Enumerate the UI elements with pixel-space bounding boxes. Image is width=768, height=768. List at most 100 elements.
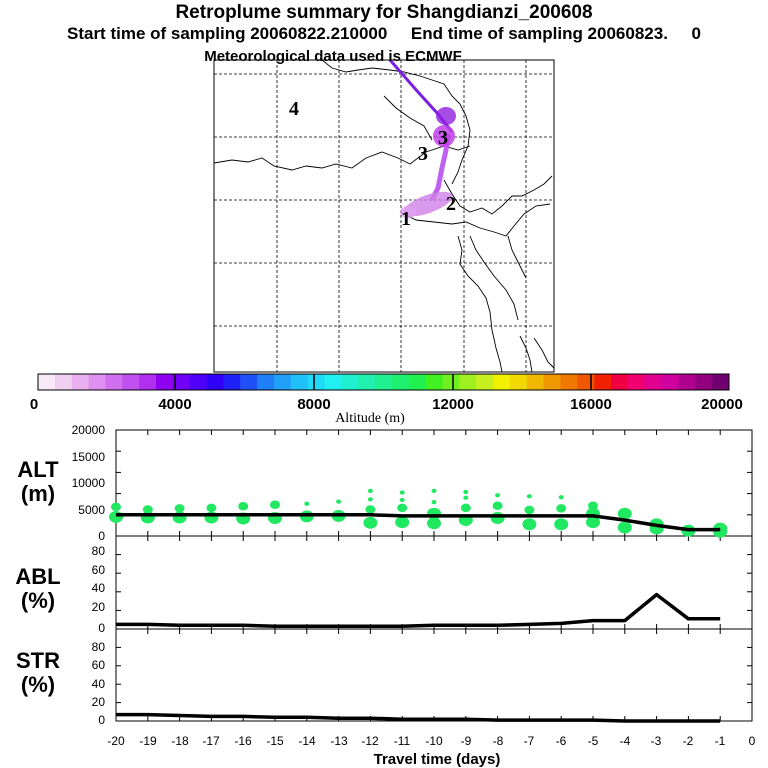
alt-ytick-20000: 20000 (72, 423, 106, 437)
colorbar-swatch (526, 374, 545, 390)
alt-ytick-0: 0 (98, 529, 105, 543)
colorbar-swatch (678, 374, 696, 390)
abl-ytick-0: 0 (98, 621, 105, 635)
colorbar-swatch (509, 374, 528, 390)
colorbar-title: Altitude (m) (335, 411, 405, 426)
colorbar-swatch (122, 374, 140, 390)
alt-scatter-point (492, 501, 503, 511)
axis-tick-marks (115, 430, 753, 721)
str-ytick-80: 80 (92, 640, 106, 654)
alt-panel-label: ALT (17, 457, 59, 482)
colorbar-swatch (442, 374, 460, 390)
abl-plot-frame (115, 535, 753, 630)
alt-scatter-point (427, 507, 441, 520)
abl-panel-label: ABL (15, 564, 60, 589)
colorbar-swatch (493, 374, 511, 390)
str-panel-unit: (%) (21, 672, 55, 697)
alt-scatter-point (522, 518, 537, 531)
xtick-minus-1: -1 (715, 734, 726, 748)
alt-scatter-point (617, 507, 632, 520)
xtick-minus-15: -15 (266, 734, 284, 748)
alt-ytick-15000: 15000 (72, 450, 106, 464)
x-axis-label: Travel time (days) (374, 751, 501, 768)
alt-scatter-point (367, 488, 373, 494)
xtick-minus-11: -11 (394, 734, 411, 748)
alt-scatter-point (270, 500, 280, 509)
map-frame (213, 59, 555, 373)
str-line (116, 712, 721, 723)
str-ytick-40: 40 (92, 677, 106, 691)
colorbar-swatch (240, 374, 258, 390)
chart-title: Retroplume summary for Shangdianzi_20060… (175, 2, 593, 23)
colorbar-tick-4000: 4000 (158, 396, 191, 413)
alt-scatter-point (617, 521, 632, 534)
plume-cluster-3 (433, 125, 455, 147)
map-label-1: 1 (401, 208, 411, 230)
abl-ytick-20: 20 (92, 600, 106, 614)
colorbar-swatch (476, 374, 494, 390)
xtick-minus-4: -4 (620, 734, 631, 748)
xtick-minus-12: -12 (361, 734, 379, 748)
colorbar-swatch (543, 374, 561, 390)
alt-scatter-point (463, 489, 469, 495)
xtick-minus-2: -2 (683, 734, 694, 748)
colorbar-swatch (594, 374, 612, 390)
alt-scatter-point (174, 504, 185, 513)
alt-scatter-point (431, 499, 437, 505)
abl-ytick-80: 80 (92, 544, 106, 558)
alt-scatter-point (554, 518, 569, 531)
str-ytick-0: 0 (98, 713, 105, 727)
map-label-2: 2 (446, 193, 456, 215)
alt-scatter-point (558, 495, 564, 500)
xtick-minus-3: -3 (651, 734, 662, 748)
alt-scatter-point (427, 517, 441, 530)
alt-ytick-5000: 5000 (78, 503, 105, 517)
colorbar-ticks: 0 4000 8000 12000 16000 20000 Altitude (… (30, 396, 743, 426)
colorbar-tick-0: 0 (30, 396, 38, 413)
colorbar-swatch (139, 374, 157, 390)
alt-panel-unit: (m) (21, 481, 55, 506)
sampling-times: Start time of sampling 20060822.210000 E… (66, 24, 701, 43)
str-series (116, 712, 721, 723)
alt-scatter-point (526, 494, 532, 499)
colorbar-swatch (577, 374, 595, 390)
alt-mean-series (116, 513, 721, 532)
xtick-minus-9: -9 (461, 734, 472, 748)
str-plot-frame (115, 628, 753, 722)
colorbar-swatch (54, 374, 73, 390)
xtick-minus-8: -8 (493, 734, 504, 748)
colorbar-swatch (172, 374, 191, 390)
xtick-minus-10: -10 (425, 734, 443, 748)
xtick-minus-19: -19 (139, 734, 157, 748)
xtick-minus-20: -20 (107, 734, 125, 748)
colorbar-swatch (206, 374, 224, 390)
colorbar-swatch (71, 374, 89, 390)
alt-scatter-point (397, 503, 408, 513)
colorbar-swatch (627, 374, 646, 390)
alt-ytick-10000: 10000 (72, 476, 106, 490)
colorbar-tick-20000: 20000 (701, 396, 743, 413)
xtick-minus-16: -16 (234, 734, 252, 748)
xtick-minus-5: -5 (588, 734, 599, 748)
xtick-0: 0 (749, 734, 756, 748)
alt-scatter-point (588, 501, 598, 511)
abl-panel-unit: (%) (21, 588, 55, 613)
alt-scatter-point (304, 501, 310, 506)
abl-line (116, 592, 721, 628)
plume-cluster-1 (400, 206, 416, 218)
colorbar-swatch (408, 374, 427, 390)
colorbar-swatch (391, 374, 410, 390)
map-borders (213, 59, 555, 373)
xtick-minus-6: -6 (556, 734, 567, 748)
alt-scatter-point (142, 505, 153, 514)
colorbar-swatch (661, 374, 679, 390)
alt-scatter-point (336, 499, 342, 504)
met-data-source: Meteorological data used is ECMWF (204, 48, 462, 65)
alt-scatter-point (399, 490, 405, 495)
alt-mean-line (116, 513, 721, 532)
xtick-minus-14: -14 (298, 734, 316, 748)
alt-scatter-point (363, 516, 378, 529)
map-label-3: 3 (418, 143, 428, 165)
str-ytick-60: 60 (92, 658, 106, 672)
colorbar-tick-8000: 8000 (297, 396, 330, 413)
